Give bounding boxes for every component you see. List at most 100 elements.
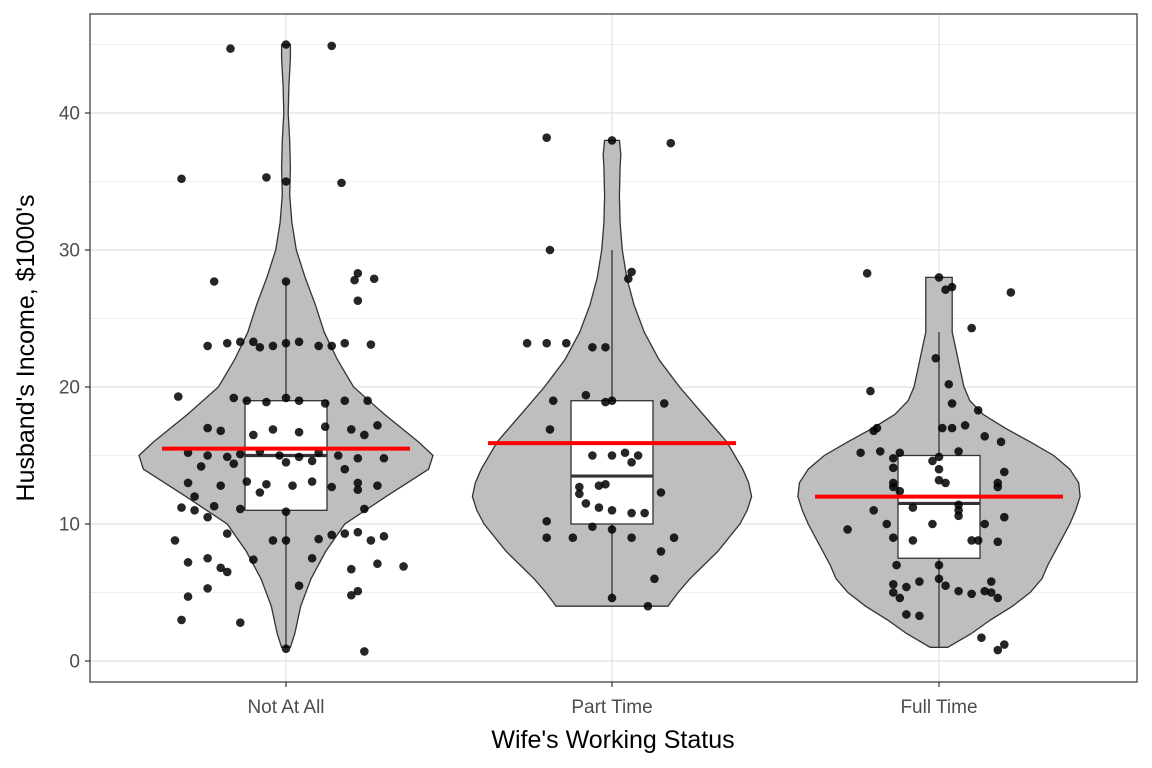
- data-point-0-52: [353, 453, 363, 463]
- data-point-0-68: [190, 492, 199, 501]
- data-point-0-80: [340, 529, 350, 538]
- data-point-0-44: [203, 451, 212, 460]
- y-tick-label-1: 10: [59, 515, 80, 536]
- data-point-1-13: [601, 397, 610, 407]
- data-point-2-13: [947, 423, 957, 433]
- data-point-0-7: [209, 277, 219, 286]
- data-point-0-64: [307, 477, 317, 486]
- data-point-2-6: [931, 353, 941, 363]
- data-point-0-48: [275, 451, 284, 460]
- data-point-0-49: [294, 452, 304, 462]
- data-point-0-81: [353, 527, 363, 537]
- y-tick-label-3: 30: [59, 241, 80, 262]
- data-point-2-65: [967, 589, 976, 599]
- data-point-1-4: [627, 267, 636, 277]
- y-axis-title: Husband's Income, $1000's: [12, 195, 40, 502]
- data-point-2-55: [934, 574, 944, 584]
- data-point-0-41: [373, 421, 382, 430]
- data-point-0-53: [379, 453, 389, 463]
- data-point-0-71: [177, 503, 186, 512]
- data-point-0-61: [242, 477, 252, 486]
- data-point-0-3: [177, 174, 186, 184]
- data-point-0-28: [262, 397, 271, 407]
- data-point-2-61: [888, 588, 898, 597]
- data-point-1-3: [545, 245, 555, 255]
- data-point-0-5: [281, 177, 291, 186]
- data-point-0-69: [255, 488, 265, 497]
- data-point-2-67: [977, 633, 986, 643]
- data-point-2-49: [993, 537, 1003, 547]
- data-point-2-34: [1000, 467, 1009, 477]
- data-point-0-22: [340, 338, 350, 348]
- data-point-0-105: [360, 647, 369, 656]
- axes: 0 10 20 30 40 Not At All Part Time Full Time: [59, 104, 978, 719]
- data-point-0-84: [281, 536, 291, 545]
- data-point-1-31: [640, 508, 649, 518]
- x-tick-label-2: Full Time: [900, 697, 977, 718]
- data-point-0-29: [281, 393, 291, 403]
- data-point-0-25: [173, 392, 183, 401]
- data-point-2-40: [882, 519, 892, 529]
- data-point-2-21: [895, 448, 905, 458]
- data-point-1-34: [607, 525, 617, 534]
- data-point-1-40: [650, 574, 659, 584]
- data-point-0-32: [340, 396, 350, 406]
- data-point-2-1: [934, 273, 944, 282]
- data-point-0-100: [183, 592, 193, 601]
- data-point-2-33: [993, 482, 1003, 492]
- data-point-0-33: [363, 396, 372, 406]
- data-point-1-14: [607, 396, 617, 406]
- data-point-0-67: [373, 481, 382, 490]
- data-point-0-40: [347, 425, 356, 434]
- data-point-2-17: [996, 437, 1006, 447]
- data-point-2-2: [947, 282, 957, 292]
- data-point-2-30: [941, 478, 950, 488]
- data-point-0-91: [183, 558, 193, 567]
- data-point-2-23: [928, 456, 937, 466]
- data-point-2-63: [902, 610, 911, 619]
- data-point-1-17: [588, 451, 597, 460]
- data-point-1-10: [601, 342, 610, 352]
- data-point-1-18: [607, 451, 617, 460]
- data-point-0-24: [366, 340, 376, 349]
- data-point-0-16: [249, 337, 258, 347]
- data-point-2-64: [915, 611, 924, 621]
- data-point-0-18: [255, 342, 265, 352]
- data-point-0-94: [399, 562, 408, 571]
- data-point-0-39: [320, 422, 330, 432]
- data-point-0-13: [203, 341, 212, 351]
- plot-marks: [138, 40, 1081, 656]
- data-point-2-41: [888, 533, 898, 542]
- data-point-0-4: [262, 173, 271, 182]
- x-tick-label-0: Not At All: [247, 697, 324, 718]
- data-point-1-2: [666, 138, 676, 148]
- data-point-1-36: [568, 533, 578, 542]
- data-point-1-9: [588, 342, 597, 352]
- data-point-0-103: [235, 618, 245, 627]
- data-point-1-27: [581, 499, 591, 508]
- data-point-0-79: [327, 530, 337, 540]
- data-point-2-5: [967, 323, 976, 333]
- data-point-2-27: [888, 482, 898, 492]
- data-point-2-3: [941, 285, 950, 295]
- data-point-2-62: [895, 593, 905, 603]
- data-point-1-20: [633, 451, 643, 460]
- data-point-2-42: [928, 519, 937, 529]
- data-point-2-45: [980, 519, 990, 529]
- data-point-2-15: [980, 432, 990, 441]
- data-point-2-36: [908, 503, 918, 512]
- data-point-2-25: [888, 463, 898, 473]
- data-point-2-51: [934, 560, 944, 570]
- data-point-2-52: [888, 579, 898, 589]
- data-point-0-63: [288, 481, 297, 490]
- data-point-0-34: [203, 423, 212, 433]
- data-point-0-10: [369, 274, 379, 284]
- data-point-2-60: [986, 588, 996, 597]
- y-tick-label-0: 0: [69, 652, 80, 673]
- data-point-2-20: [875, 447, 885, 456]
- data-point-0-42: [360, 430, 369, 440]
- data-point-2-31: [895, 486, 905, 496]
- data-point-2-14: [960, 421, 970, 430]
- x-axis-title: Wife's Working Status: [491, 726, 734, 754]
